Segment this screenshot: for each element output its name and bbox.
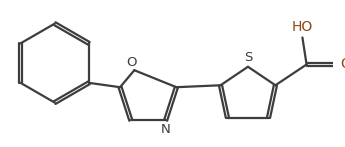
Text: O: O (126, 56, 137, 69)
Text: S: S (244, 51, 252, 64)
Text: N: N (161, 123, 170, 136)
Text: O: O (341, 57, 345, 71)
Text: HO: HO (292, 20, 313, 34)
